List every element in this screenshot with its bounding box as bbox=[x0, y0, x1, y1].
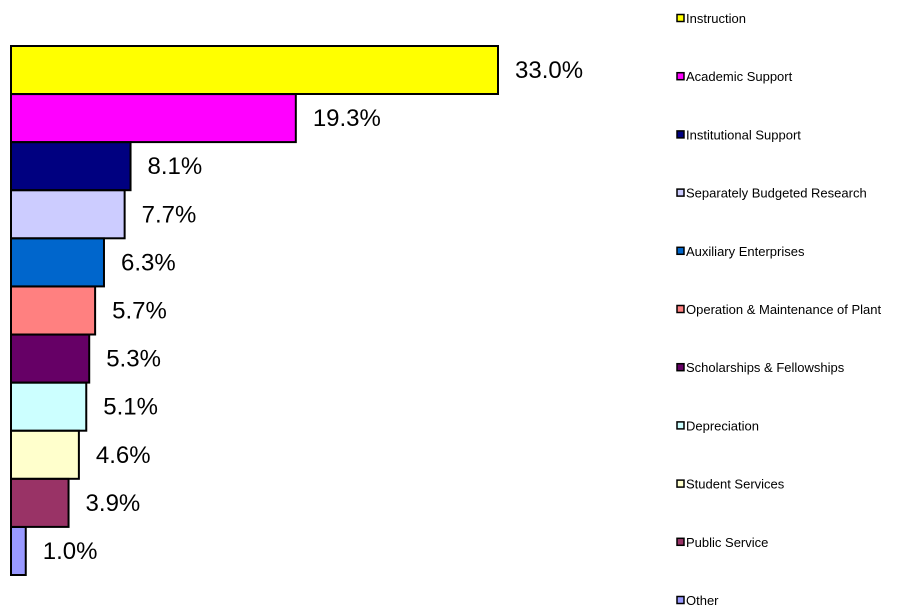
legend: Instruction Academic Support Institutional… bbox=[676, 11, 882, 608]
value-label-scholarships-and-fellowships: 5.3% bbox=[106, 346, 161, 373]
legend-item-academic-support: Academic Support bbox=[676, 69, 793, 84]
bar-scholarships-and-fellowships bbox=[10, 333, 91, 384]
value-labels-group: 33.0% 19.3% 8.1% 7.7% 6.3% 5.7% 5.3% 5.1% 4.6% 3.… bbox=[43, 57, 583, 565]
bar-auxiliary-enterprises bbox=[10, 237, 105, 288]
legend-item-other: Other bbox=[676, 593, 719, 608]
bar-depreciation bbox=[10, 381, 88, 432]
legend-item-institutional-support: Institutional Support bbox=[676, 127, 801, 142]
legend-label-institutional-support: Institutional Support bbox=[686, 127, 801, 142]
value-label-separately-budgeted-research: 7.7% bbox=[142, 201, 197, 228]
legend-label-academic-support: Academic Support bbox=[686, 69, 793, 84]
legend-label-scholarships-and-fellowships: Scholarships & Fellowships bbox=[686, 360, 845, 375]
legend-item-depreciation: Depreciation bbox=[676, 418, 759, 433]
bar-operation-and-maintenance-of-plant bbox=[10, 285, 97, 336]
legend-label-public-service: Public Service bbox=[686, 535, 768, 550]
legend-swatch-student-services bbox=[676, 479, 685, 488]
value-label-institutional-support: 8.1% bbox=[148, 153, 203, 180]
value-label-depreciation: 5.1% bbox=[103, 394, 158, 421]
legend-swatch-separately-budgeted-research bbox=[676, 188, 685, 197]
legend-label-operation-and-maintenance-of-plant: Operation & Maintenance of Plant bbox=[686, 302, 882, 317]
value-label-auxiliary-enterprises: 6.3% bbox=[121, 249, 176, 276]
value-label-other: 1.0% bbox=[43, 538, 98, 565]
bar-public-service bbox=[10, 477, 70, 528]
legend-item-operation-and-maintenance-of-plant: Operation & Maintenance of Plant bbox=[676, 302, 882, 317]
legend-swatch-auxiliary-enterprises bbox=[676, 246, 685, 256]
legend-label-student-services: Student Services bbox=[686, 477, 785, 492]
legend-label-instruction: Instruction bbox=[686, 11, 746, 26]
value-label-operation-and-maintenance-of-plant: 5.7% bbox=[112, 298, 167, 325]
legend-item-auxiliary-enterprises: Auxiliary Enterprises bbox=[676, 244, 805, 259]
legend-swatch-operation-and-maintenance-of-plant bbox=[676, 304, 685, 314]
legend-swatch-institutional-support bbox=[676, 130, 685, 139]
legend-swatch-scholarships-and-fellowships bbox=[676, 362, 685, 372]
legend-item-public-service: Public Service bbox=[676, 535, 768, 550]
legend-label-auxiliary-enterprises: Auxiliary Enterprises bbox=[686, 244, 805, 259]
value-label-public-service: 3.9% bbox=[86, 490, 141, 517]
legend-swatch-instruction bbox=[676, 13, 685, 23]
value-label-student-services: 4.6% bbox=[96, 442, 151, 469]
value-label-academic-support: 19.3% bbox=[313, 105, 381, 132]
bar-institutional-support bbox=[10, 141, 132, 192]
legend-label-depreciation: Depreciation bbox=[686, 418, 759, 433]
legend-item-scholarships-and-fellowships: Scholarships & Fellowships bbox=[676, 360, 845, 375]
legend-swatch-academic-support bbox=[676, 71, 685, 81]
legend-swatch-other bbox=[676, 595, 685, 605]
bar-other bbox=[10, 526, 27, 576]
bar-student-services bbox=[10, 429, 80, 480]
bar-academic-support bbox=[10, 93, 297, 144]
bar-separately-budgeted-research bbox=[10, 189, 126, 240]
legend-swatch-public-service bbox=[676, 537, 685, 547]
legend-item-instruction: Instruction bbox=[676, 11, 746, 26]
legend-label-separately-budgeted-research: Separately Budgeted Research bbox=[686, 186, 867, 201]
legend-item-student-services: Student Services bbox=[676, 477, 785, 492]
legend-swatch-depreciation bbox=[676, 421, 685, 430]
legend-item-separately-budgeted-research: Separately Budgeted Research bbox=[676, 186, 867, 201]
bars-group bbox=[10, 45, 499, 576]
bar-instruction bbox=[10, 45, 499, 95]
value-label-instruction: 33.0% bbox=[515, 57, 583, 84]
legend-label-other: Other bbox=[686, 593, 719, 608]
